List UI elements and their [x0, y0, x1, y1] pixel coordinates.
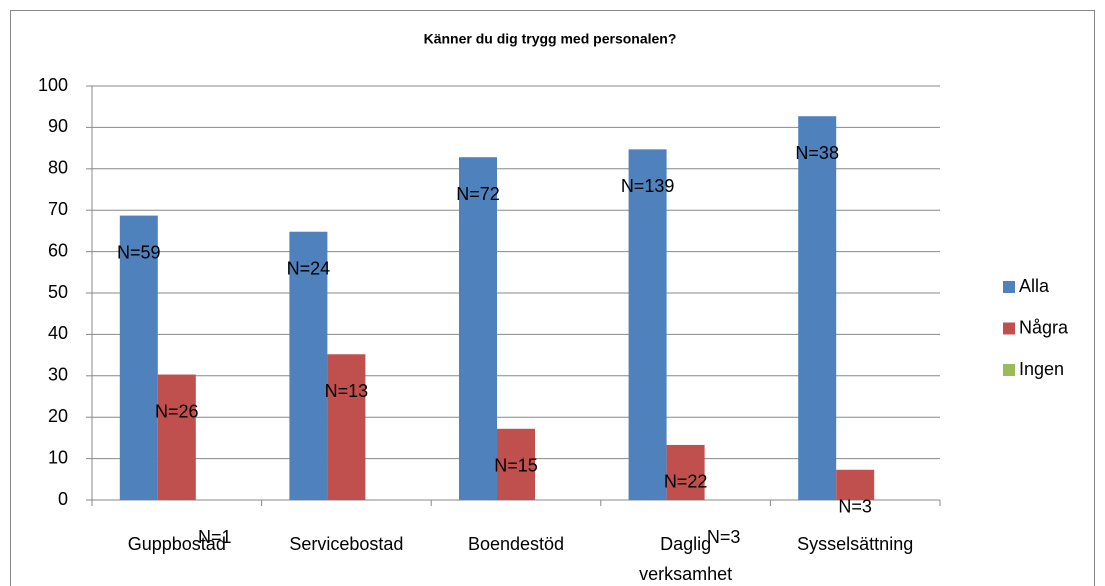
y-tick-label: 30 [48, 365, 68, 385]
bar [289, 231, 328, 500]
n-label: N=15 [494, 456, 538, 476]
n-label: N=38 [795, 143, 839, 163]
y-tick-label: 40 [48, 323, 68, 343]
bar [459, 157, 497, 500]
bar [119, 215, 158, 500]
bar [666, 444, 705, 500]
y-tick-label: 100 [38, 75, 68, 95]
y-tick-label: 80 [48, 158, 68, 178]
n-label: N=139 [621, 176, 675, 196]
legend-label: Alla [1019, 276, 1050, 296]
n-label: N=72 [456, 184, 500, 204]
y-tick-label: 90 [48, 116, 68, 136]
n-label: N=13 [325, 381, 369, 401]
n-label: N=59 [117, 242, 161, 262]
y-tick-label: 70 [48, 199, 68, 219]
bar [836, 469, 875, 500]
legend-label: Ingen [1019, 359, 1064, 379]
y-tick-label: 60 [48, 240, 68, 260]
n-label: N=22 [664, 472, 708, 492]
chart-title: Känner du dig trygg med personalen? [424, 31, 677, 47]
x-tick-label: Guppbostad [128, 534, 226, 554]
x-tick-label: Boendestöd [468, 534, 564, 554]
legend-swatch [1003, 281, 1015, 293]
y-tick-label: 0 [58, 489, 68, 509]
x-tick-label: Daglig verksamhet [639, 534, 732, 584]
bar [628, 149, 667, 501]
n-label: N=3 [838, 497, 872, 517]
legend-swatch [1003, 364, 1015, 376]
n-label: N=1 [198, 527, 232, 547]
n-label: N=24 [287, 258, 331, 278]
bar [327, 354, 366, 500]
y-tick-label: 20 [48, 406, 68, 426]
n-label: N=3 [707, 527, 741, 547]
bar [497, 428, 535, 500]
x-tick-label: Sysselsättning [797, 534, 913, 554]
legend-swatch [1003, 322, 1015, 335]
legend-label: Några [1019, 317, 1069, 337]
y-tick-label: 10 [48, 447, 68, 467]
y-tick-label: 50 [48, 282, 68, 302]
bar [798, 116, 837, 501]
x-tick-label: Servicebostad [289, 534, 403, 554]
bar [157, 374, 196, 500]
n-label: N=26 [155, 401, 199, 421]
